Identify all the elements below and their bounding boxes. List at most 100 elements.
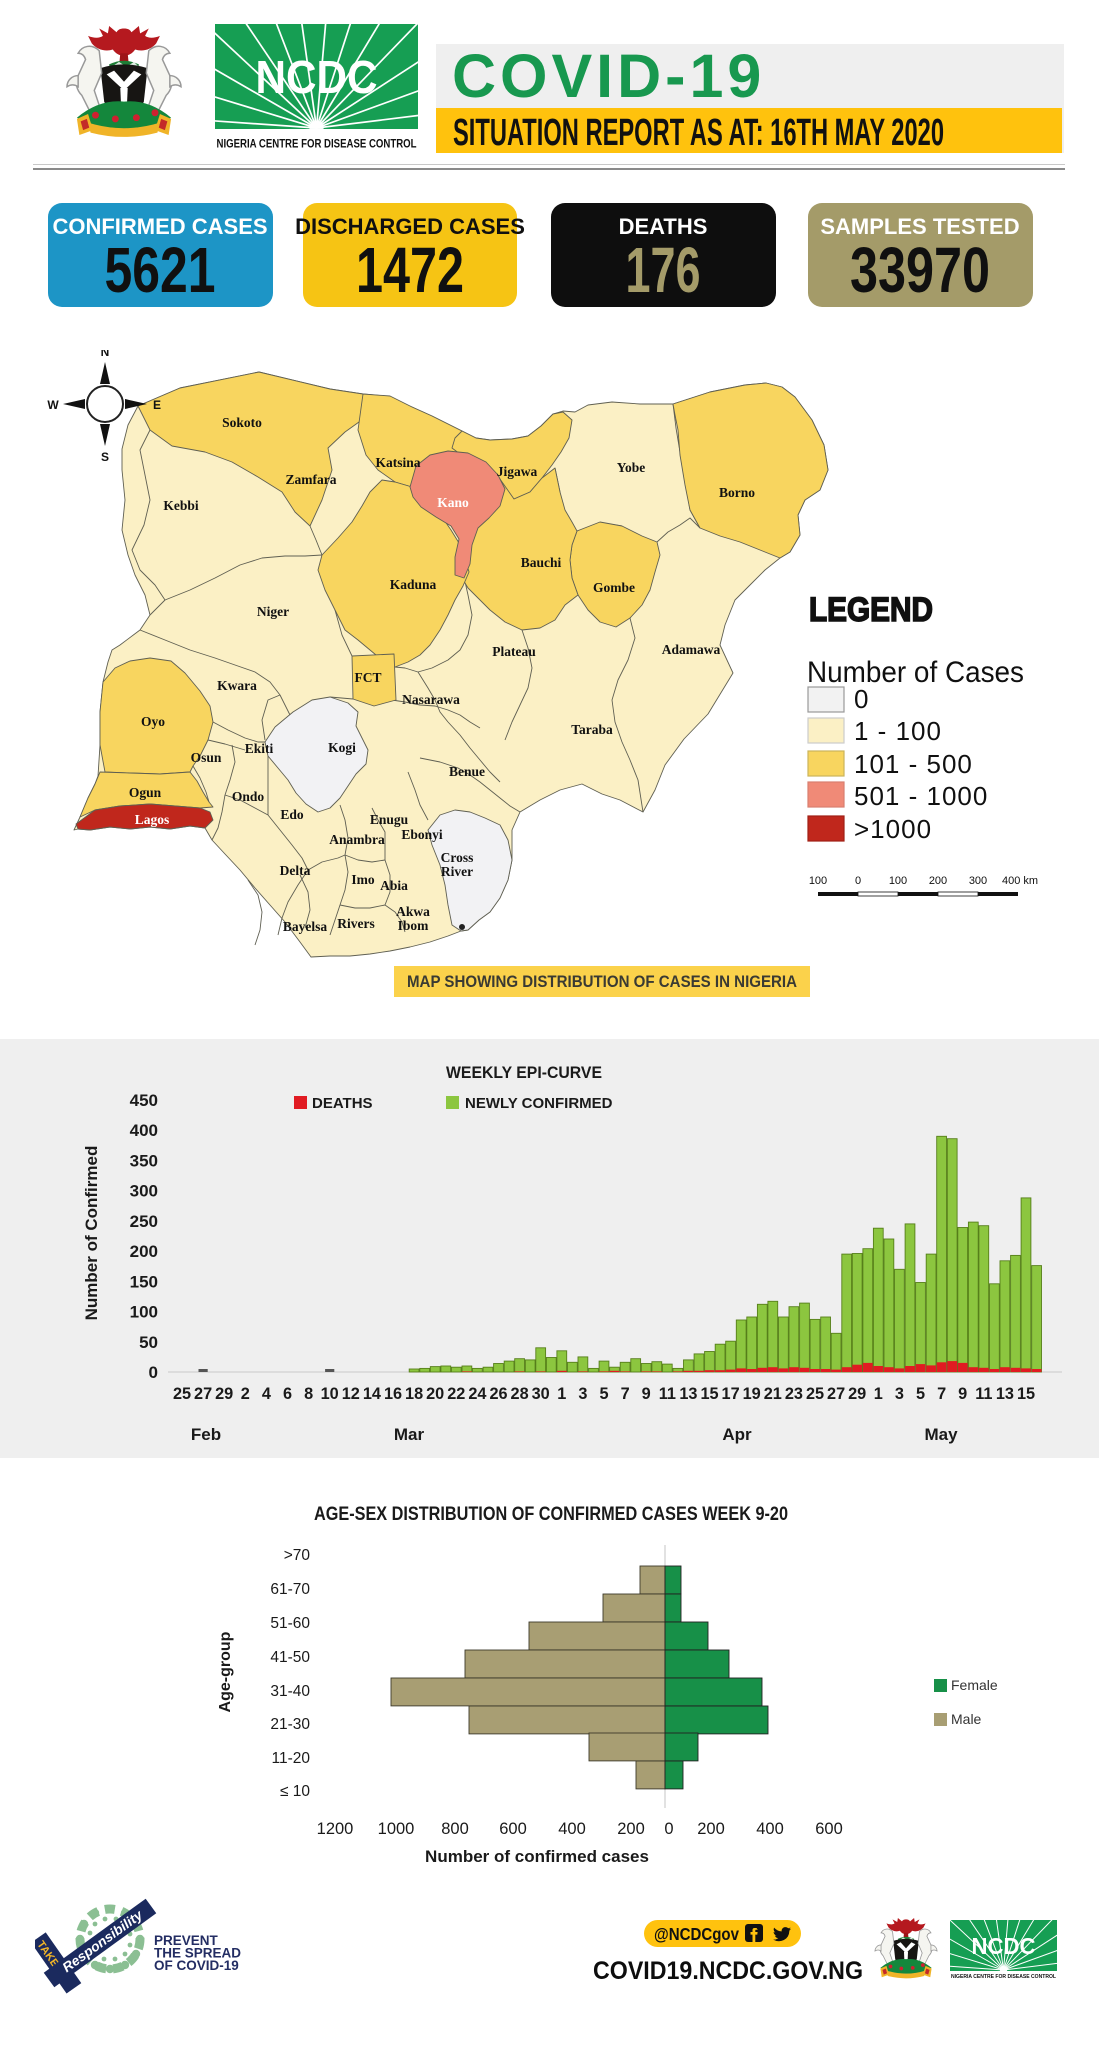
- svg-text:5: 5: [916, 1385, 925, 1403]
- svg-text:NIGERIA CENTRE FOR DISEASE CON: NIGERIA CENTRE FOR DISEASE CONTROL: [951, 1974, 1057, 1980]
- svg-text:300: 300: [969, 875, 987, 887]
- svg-text:0: 0: [855, 875, 861, 887]
- svg-text:7: 7: [937, 1385, 946, 1403]
- svg-text:30: 30: [532, 1385, 550, 1403]
- svg-text:25: 25: [806, 1385, 824, 1403]
- svg-text:May: May: [924, 1425, 958, 1444]
- svg-text:Gombe: Gombe: [593, 580, 635, 595]
- svg-text:Age-group: Age-group: [217, 1631, 234, 1712]
- svg-text:Bayelsa: Bayelsa: [283, 919, 328, 934]
- svg-text:Anambra: Anambra: [329, 832, 385, 847]
- svg-text:100: 100: [809, 875, 827, 887]
- svg-text:20: 20: [426, 1385, 444, 1403]
- svg-text:10: 10: [321, 1385, 339, 1403]
- svg-text:250: 250: [130, 1212, 158, 1231]
- svg-text:E: E: [153, 398, 161, 412]
- svg-text:Rivers: Rivers: [337, 916, 375, 931]
- svg-text:Akwa: Akwa: [396, 904, 430, 919]
- svg-text:15: 15: [1017, 1385, 1035, 1403]
- svg-text:1000: 1000: [378, 1820, 415, 1838]
- svg-text:7: 7: [621, 1385, 630, 1403]
- svg-text:N: N: [101, 350, 110, 359]
- svg-text:Kwara: Kwara: [217, 678, 257, 693]
- svg-text:0: 0: [149, 1363, 158, 1382]
- svg-text:33970: 33970: [850, 234, 990, 306]
- svg-text:Ibom: Ibom: [398, 918, 430, 933]
- svg-text:≤ 10: ≤ 10: [280, 1783, 310, 1800]
- svg-text:176: 176: [626, 234, 701, 306]
- svg-text:9: 9: [958, 1385, 967, 1403]
- svg-text:61-70: 61-70: [270, 1581, 310, 1598]
- svg-text:8: 8: [304, 1385, 313, 1403]
- svg-text:400: 400: [130, 1121, 158, 1140]
- svg-text:400 km: 400 km: [1002, 875, 1038, 887]
- svg-text:Female: Female: [951, 1677, 998, 1693]
- svg-text:13: 13: [679, 1385, 697, 1403]
- svg-text:Number of Cases: Number of Cases: [807, 656, 1024, 689]
- svg-text:0: 0: [854, 684, 869, 714]
- svg-text:Ekiti: Ekiti: [245, 741, 274, 756]
- svg-text:1: 1: [557, 1385, 566, 1403]
- svg-text:DEATHS: DEATHS: [619, 214, 708, 239]
- svg-text:LEGEND: LEGEND: [809, 591, 933, 629]
- svg-text:Number of Confirmed: Number of Confirmed: [82, 1146, 101, 1321]
- svg-text:350: 350: [130, 1152, 158, 1171]
- svg-text:Niger: Niger: [257, 604, 289, 619]
- svg-text:450: 450: [130, 1091, 158, 1110]
- svg-text:200: 200: [929, 875, 947, 887]
- svg-text:DEATHS: DEATHS: [312, 1095, 373, 1112]
- svg-text:800: 800: [441, 1820, 469, 1838]
- svg-text:WEEKLY EPI-CURVE: WEEKLY EPI-CURVE: [446, 1063, 602, 1082]
- svg-text:16: 16: [384, 1385, 402, 1403]
- svg-text:1 - 100: 1 - 100: [854, 716, 942, 746]
- svg-text:31-40: 31-40: [270, 1683, 310, 1700]
- svg-text:FCT: FCT: [355, 670, 382, 685]
- svg-text:>70: >70: [284, 1547, 311, 1564]
- svg-text:3: 3: [895, 1385, 904, 1403]
- svg-text:OF COVID-19: OF COVID-19: [154, 1958, 239, 1973]
- svg-text:@NCDCgov: @NCDCgov: [654, 1924, 739, 1944]
- svg-text:Taraba: Taraba: [571, 722, 613, 737]
- svg-text:AGE-SEX DISTRIBUTION OF CONFIR: AGE-SEX DISTRIBUTION OF CONFIRMED CASES …: [314, 1504, 788, 1525]
- svg-text:Delta: Delta: [280, 863, 311, 878]
- svg-text:Kebbi: Kebbi: [163, 498, 199, 513]
- svg-text:DISCHARGED CASES: DISCHARGED CASES: [295, 214, 525, 239]
- svg-text:200: 200: [617, 1820, 645, 1838]
- svg-text:River: River: [441, 864, 473, 879]
- svg-text:Apr: Apr: [722, 1425, 752, 1444]
- svg-text:29: 29: [848, 1385, 866, 1403]
- svg-text:PREVENT: PREVENT: [154, 1933, 219, 1948]
- svg-text:15: 15: [700, 1385, 718, 1403]
- svg-text:300: 300: [130, 1182, 158, 1201]
- svg-text:14: 14: [363, 1385, 381, 1403]
- svg-text:100: 100: [889, 875, 907, 887]
- svg-text:27: 27: [827, 1385, 845, 1403]
- svg-text:11-20: 11-20: [272, 1750, 311, 1767]
- svg-text:Edo: Edo: [280, 807, 304, 822]
- svg-text:1472: 1472: [356, 234, 464, 306]
- svg-text:600: 600: [499, 1820, 527, 1838]
- svg-text:200: 200: [697, 1820, 725, 1838]
- svg-text:12: 12: [342, 1385, 360, 1403]
- svg-text:21-30: 21-30: [270, 1716, 310, 1733]
- svg-text:41-50: 41-50: [270, 1649, 310, 1666]
- svg-text:5: 5: [599, 1385, 608, 1403]
- svg-text:600: 600: [815, 1820, 843, 1838]
- svg-text:NIGERIA CENTRE FOR DISEASE CON: NIGERIA CENTRE FOR DISEASE CONTROL: [217, 136, 417, 150]
- svg-text:MAP SHOWING DISTRIBUTION OF CA: MAP SHOWING DISTRIBUTION OF CASES IN NIG…: [407, 972, 797, 991]
- svg-text:Enugu: Enugu: [370, 812, 409, 827]
- svg-text:Kaduna: Kaduna: [390, 577, 437, 592]
- svg-text:24: 24: [468, 1385, 486, 1403]
- svg-text:18: 18: [405, 1385, 423, 1403]
- svg-text:Ondo: Ondo: [232, 789, 265, 804]
- svg-text:1: 1: [874, 1385, 883, 1403]
- svg-text:NEWLY CONFIRMED: NEWLY CONFIRMED: [465, 1095, 613, 1112]
- svg-text:11: 11: [975, 1385, 992, 1403]
- svg-text:6: 6: [283, 1385, 292, 1403]
- svg-text:150: 150: [130, 1272, 158, 1291]
- svg-text:3: 3: [578, 1385, 587, 1403]
- svg-text:Kogi: Kogi: [328, 740, 356, 755]
- svg-text:Male: Male: [951, 1711, 982, 1727]
- svg-text:NCDC: NCDC: [972, 1933, 1036, 1959]
- svg-text:23: 23: [785, 1385, 803, 1403]
